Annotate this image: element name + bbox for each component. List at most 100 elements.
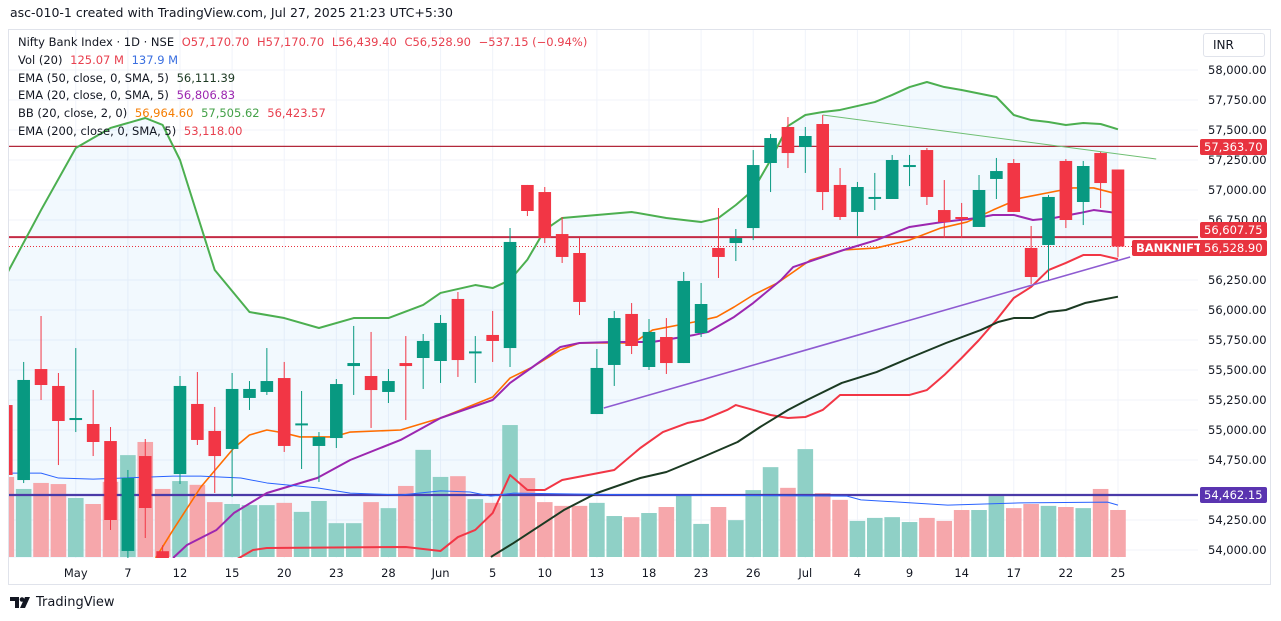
candle-body: [1111, 169, 1125, 247]
date-tick-label: 7: [124, 566, 131, 580]
date-tick-label: 9: [906, 566, 913, 580]
volume-bar: [849, 520, 866, 557]
candle-body: [225, 388, 239, 449]
volume-bar: [1110, 509, 1126, 557]
volume-bar: [641, 513, 657, 557]
legend-symbol-row: Nifty Bank Index · 1D · NSE O57,170.70 H…: [18, 34, 591, 52]
date-tick-label: 12: [173, 566, 188, 580]
volume-bar: [450, 476, 466, 557]
candle-body: [660, 337, 673, 364]
bb-upper-value: 57,505.62: [201, 106, 260, 121]
volume-bar: [33, 482, 49, 557]
tradingview-logo-icon: [10, 596, 30, 608]
candle-body: [295, 423, 308, 426]
symbol-price-tag: BANKNIFTY: [1132, 240, 1215, 256]
legend-bb-row[interactable]: BB (20, close, 2, 0) 56,964.60 57,505.62…: [18, 105, 591, 123]
volume-bar: [728, 520, 744, 557]
volume-bar: [1092, 488, 1109, 557]
candle-body: [868, 196, 882, 199]
legend-ema20-row[interactable]: EMA (20, close, 0, SMA, 5) 56,806.83: [18, 87, 591, 105]
date-tick-label: 25: [1111, 566, 1126, 580]
candle-body: [1076, 166, 1090, 202]
price-tick-label: 57,500.00: [1208, 123, 1267, 137]
candle-body: [729, 238, 743, 244]
volume-bar: [936, 520, 953, 557]
date-tick-label: 23: [694, 566, 709, 580]
volume-bar: [502, 425, 518, 557]
legend-ema200-row[interactable]: EMA (200, close, 0, SMA, 5) 53,118.00: [18, 123, 591, 141]
volume-bar: [467, 499, 484, 557]
legend-ema50-row[interactable]: EMA (50, close, 0, SMA, 5) 56,111.39: [18, 70, 591, 88]
candle-body: [955, 217, 968, 220]
volume-bar: [328, 523, 345, 557]
date-tick-label: 22: [1059, 566, 1074, 580]
resistance-price-label: 57,363.70: [1200, 139, 1267, 155]
candle-body: [156, 551, 169, 558]
candle-body: [277, 378, 291, 446]
candle-body: [851, 187, 864, 212]
horizontal-levels[interactable]: [9, 145, 1198, 497]
price-tick-label: 56,250.00: [1208, 273, 1267, 287]
volume-bar: [9, 476, 15, 557]
candle-body: [312, 436, 326, 446]
candles: [9, 115, 1125, 558]
bb-upper-line: [9, 81, 1119, 329]
candle-body: [538, 192, 552, 238]
volume-bar: [189, 484, 206, 557]
candle-body: [451, 298, 465, 361]
price-tick-label: 56,000.00: [1208, 303, 1267, 317]
date-tick-label: Jun: [431, 566, 450, 580]
candle-body: [764, 138, 777, 163]
candle-body: [1007, 163, 1021, 212]
candle-body: [364, 376, 378, 391]
volume-bar: [988, 496, 1005, 557]
ema50-label: EMA (50, close, 0, SMA, 5): [18, 70, 169, 85]
candle-body: [625, 313, 638, 346]
date-tick-label: 5: [489, 566, 496, 580]
candle-body: [920, 150, 934, 197]
volume-bar: [206, 502, 223, 557]
candle-body: [382, 381, 395, 392]
volume-bars: [9, 425, 1126, 557]
ema50-line: [490, 295, 1119, 558]
volume-bar: [67, 497, 84, 557]
candle-body: [990, 171, 1003, 179]
volume-bar: [745, 490, 762, 557]
tradingview-logo[interactable]: TradingView: [10, 595, 115, 610]
candle-body: [642, 331, 656, 367]
price-tick-label: 54,750.00: [1208, 453, 1267, 467]
ascending-trendline: [603, 256, 1131, 409]
price-tick-label: 55,250.00: [1208, 393, 1267, 407]
candle-body: [52, 385, 65, 421]
time-axis[interactable]: May 7 12 15 20 23 28 Jun 5 10 13 18 23 26 Jul 4 9 14 17 22 2…: [64, 566, 1125, 580]
trendlines[interactable]: [603, 114, 1157, 409]
volume-bar: [1075, 508, 1092, 557]
candle-body: [347, 363, 360, 367]
volume-bar: [797, 449, 814, 557]
candle-body: [208, 430, 222, 457]
ohlc-open: O57,170.70: [181, 35, 250, 49]
price-tick-label: 55,750.00: [1208, 333, 1267, 347]
candle-body: [903, 165, 916, 168]
legend-volume-row[interactable]: Vol (20) 125.07 M 137.9 M: [18, 52, 591, 70]
candle-body: [555, 234, 569, 257]
volume-bar: [536, 502, 553, 557]
symbol-title[interactable]: Nifty Bank Index · 1D · NSE: [18, 35, 175, 49]
candle-body: [590, 367, 604, 415]
candle-body: [937, 210, 951, 223]
currency-button[interactable]: INR: [1203, 33, 1265, 57]
candle-body: [468, 351, 482, 354]
date-tick-label: 20: [277, 566, 292, 580]
volume-bar: [710, 507, 727, 557]
volume-level-label: 54,462.15: [1200, 487, 1267, 503]
price-axis[interactable]: 58,000.00 57,750.00 57,500.00 57,250.00 57,0…: [1208, 63, 1267, 557]
date-tick-label: 4: [854, 566, 861, 580]
volume-bar: [50, 484, 67, 557]
volume-bar: [554, 505, 570, 557]
chart-frame: [8, 29, 1271, 585]
candle-body: [607, 318, 621, 365]
logo-text: TradingView: [36, 595, 115, 610]
descending-trendline: [822, 114, 1157, 160]
ohlc-change: −537.15 (−0.94%): [478, 35, 588, 49]
